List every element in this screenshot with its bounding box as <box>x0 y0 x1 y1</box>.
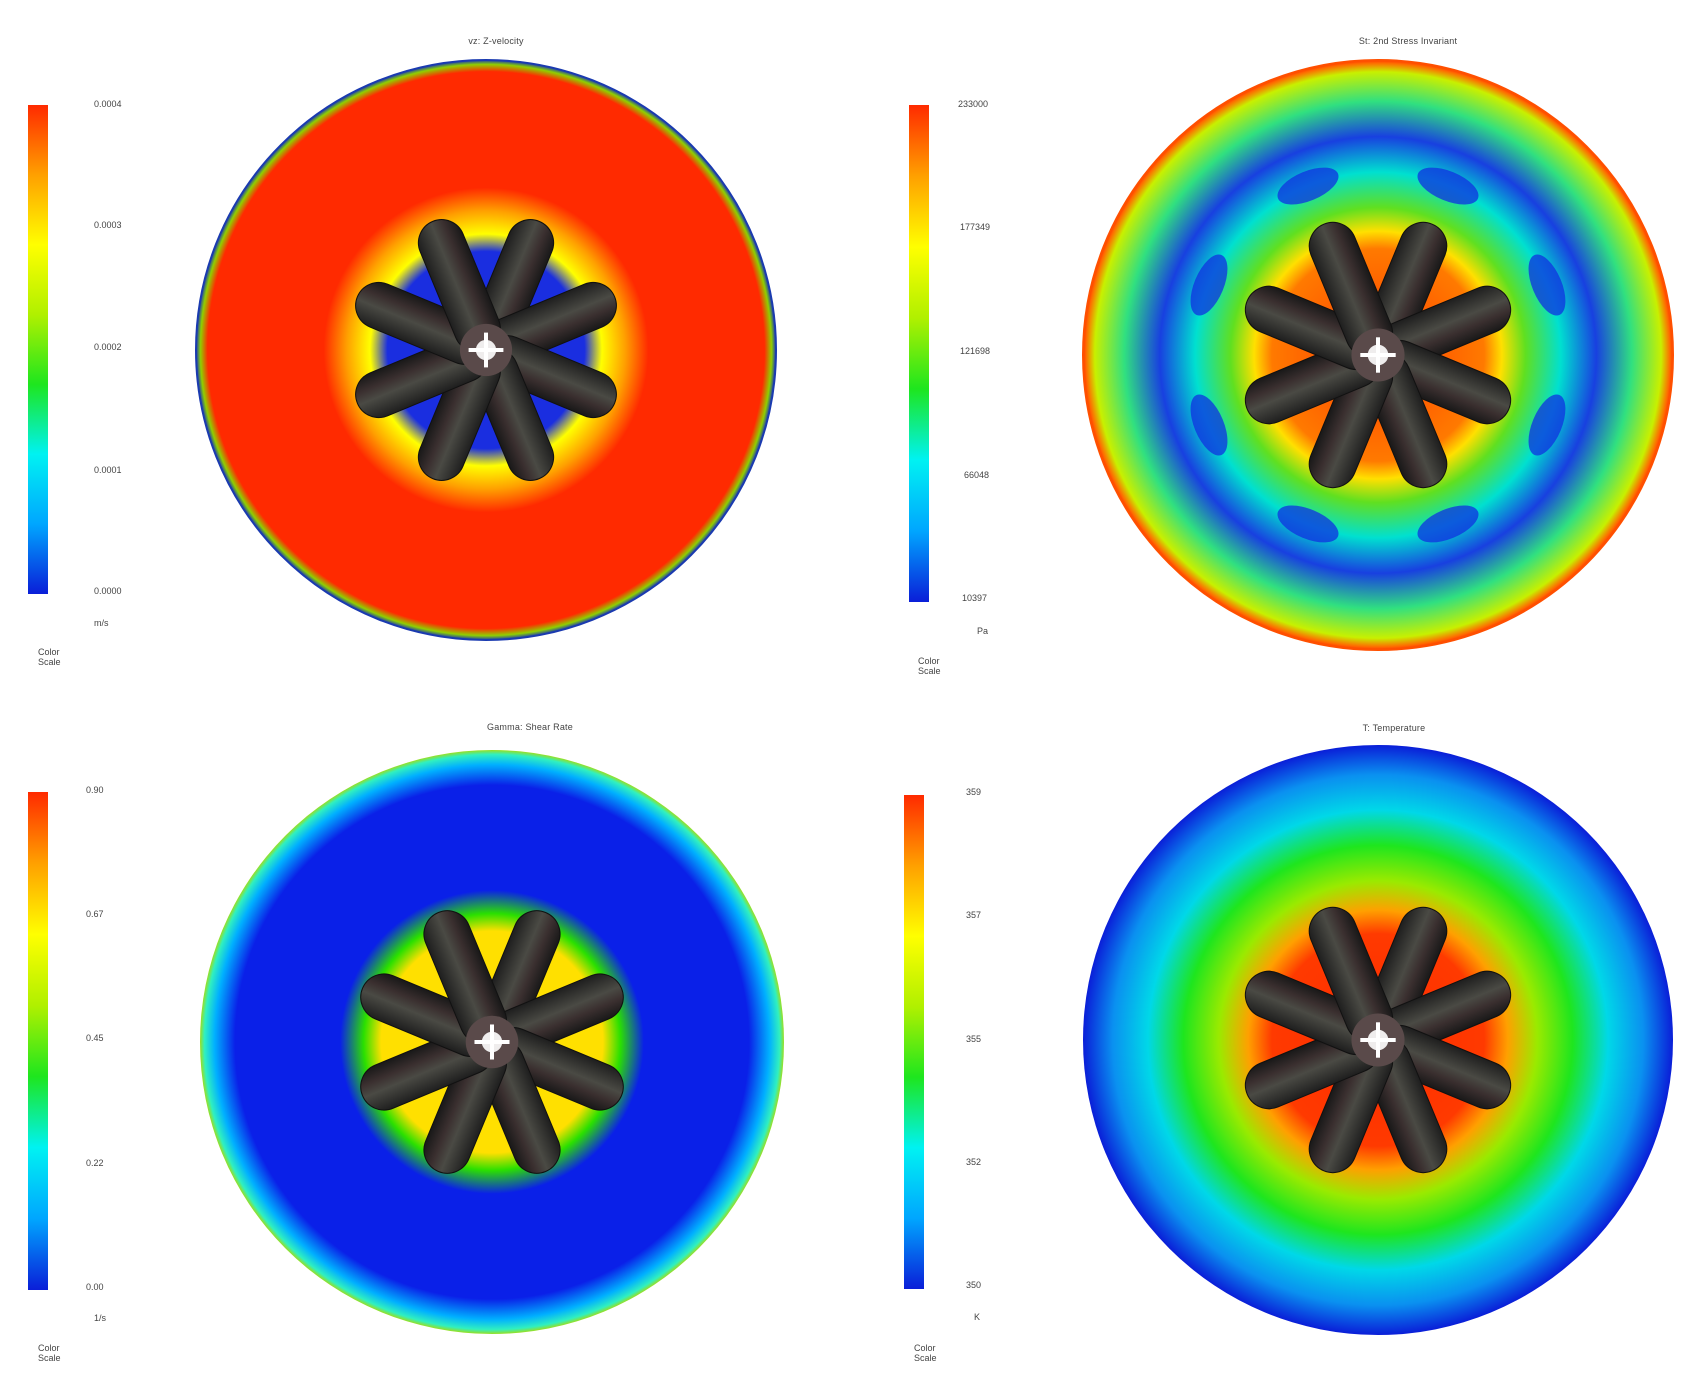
scale-tick: 0.0004 <box>94 99 122 109</box>
scale-tick: 0.45 <box>86 1033 104 1043</box>
scale-tick: 350 <box>966 1280 982 1290</box>
scale-tick: 0.0002 <box>94 342 122 352</box>
color-scale-label: Color Scale <box>38 1343 61 1363</box>
panel-title: Gamma: Shear Rate <box>487 722 573 732</box>
scale-tick: 177349 <box>960 222 991 232</box>
panel-title: T: Temperature <box>1362 723 1426 733</box>
scale-tick: 233000 <box>958 99 989 109</box>
color-scale-bar <box>28 792 48 1290</box>
scale-unit: m/s <box>94 618 109 628</box>
color-scale-bar <box>28 105 48 594</box>
scale-unit: Pa <box>977 626 989 636</box>
scale-tick: 0.22 <box>86 1158 104 1168</box>
scale-tick: 357 <box>966 910 982 920</box>
scale-unit: K <box>974 1312 981 1322</box>
panel-title: St: 2nd Stress Invariant <box>1358 36 1458 46</box>
scale-tick: 10397 <box>962 593 988 603</box>
scale-tick: 0.0001 <box>94 465 122 475</box>
color-scale-label: Color Scale <box>914 1343 937 1363</box>
scale-tick: 66048 <box>964 470 990 480</box>
scale-tick: 121698 <box>960 346 991 356</box>
scale-tick: 0.0003 <box>94 220 122 230</box>
color-scale-bar <box>904 795 924 1289</box>
color-scale-bar <box>909 105 929 602</box>
scale-tick: 355 <box>966 1034 982 1044</box>
scale-tick: 359 <box>966 787 982 797</box>
scale-tick: 0.90 <box>86 785 104 795</box>
color-scale-label: Color Scale <box>38 647 61 667</box>
scale-tick: 352 <box>966 1157 982 1167</box>
scale-tick: 0.00 <box>86 1282 104 1292</box>
scale-tick: 0.67 <box>86 909 104 919</box>
panel-title: vz: Z-velocity <box>468 36 524 46</box>
scale-tick: 0.0000 <box>94 586 122 596</box>
color-scale-label: Color Scale <box>918 656 941 676</box>
scale-unit: 1/s <box>94 1313 107 1323</box>
